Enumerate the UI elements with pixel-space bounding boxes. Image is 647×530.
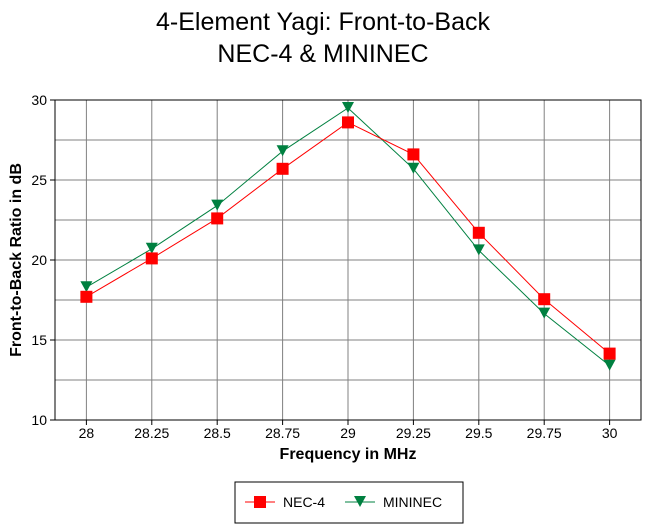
- legend: NEC-4 MININEC: [234, 481, 464, 524]
- x-tick-label: 28: [79, 425, 95, 441]
- y-tick-label: 30: [31, 92, 47, 108]
- data-point-triangle: [276, 145, 289, 157]
- legend-label: MININEC: [383, 494, 442, 510]
- legend-item: NEC-4: [245, 494, 325, 510]
- series-mininec: [80, 102, 616, 371]
- y-axis: 10 15 20 25 30: [31, 92, 55, 428]
- x-tick-label: 28.25: [134, 425, 169, 441]
- y-tick-label: 20: [31, 252, 47, 268]
- x-tick-label: 29.5: [465, 425, 492, 441]
- legend-item: MININEC: [345, 494, 442, 510]
- data-point-square: [254, 496, 266, 508]
- y-tick-label: 15: [31, 332, 47, 348]
- x-tick-label: 28.75: [265, 425, 300, 441]
- x-axis-label: Frequency in MHz: [280, 446, 417, 463]
- chart-title-line-1: 4-Element Yagi: Front-to-Back: [156, 8, 490, 36]
- data-point-square: [472, 226, 485, 239]
- data-point-triangle: [472, 244, 485, 256]
- data-point-triangle: [342, 102, 354, 113]
- data-point-triangle: [354, 496, 366, 507]
- data-point-square: [211, 212, 224, 225]
- data-point-square: [538, 293, 551, 306]
- data-point-square: [342, 116, 354, 129]
- x-axis: 28 28.25 28.5 28.75 29 29.25 29.5 29.75 30: [79, 420, 618, 441]
- series-nec-4: [80, 116, 616, 360]
- data-point-triangle: [407, 162, 420, 174]
- data-point-square: [603, 347, 616, 360]
- y-axis-label: Front-to-Back Ratio in dB: [8, 163, 25, 357]
- data-point-triangle: [145, 242, 158, 254]
- data-point-square: [145, 252, 158, 265]
- data-point-triangle: [211, 199, 224, 211]
- x-tick-label: 30: [602, 425, 618, 441]
- data-point-square: [80, 290, 93, 303]
- grid: [55, 100, 641, 420]
- series-layer: [80, 102, 616, 371]
- y-tick-label: 25: [31, 172, 47, 188]
- data-point-triangle: [80, 281, 93, 293]
- data-point-triangle: [603, 359, 616, 371]
- legend-label: NEC-4: [283, 494, 325, 510]
- x-tick-label: 29: [340, 425, 356, 441]
- chart-title-line-2: NEC-4 & MININEC: [217, 40, 428, 68]
- y-tick-label: 10: [31, 412, 47, 428]
- data-point-square: [407, 148, 420, 161]
- x-tick-label: 28.5: [204, 425, 231, 441]
- x-tick-label: 29.25: [396, 425, 431, 441]
- data-point-triangle: [538, 307, 551, 319]
- x-tick-label: 29.75: [527, 425, 562, 441]
- data-point-square: [276, 162, 289, 175]
